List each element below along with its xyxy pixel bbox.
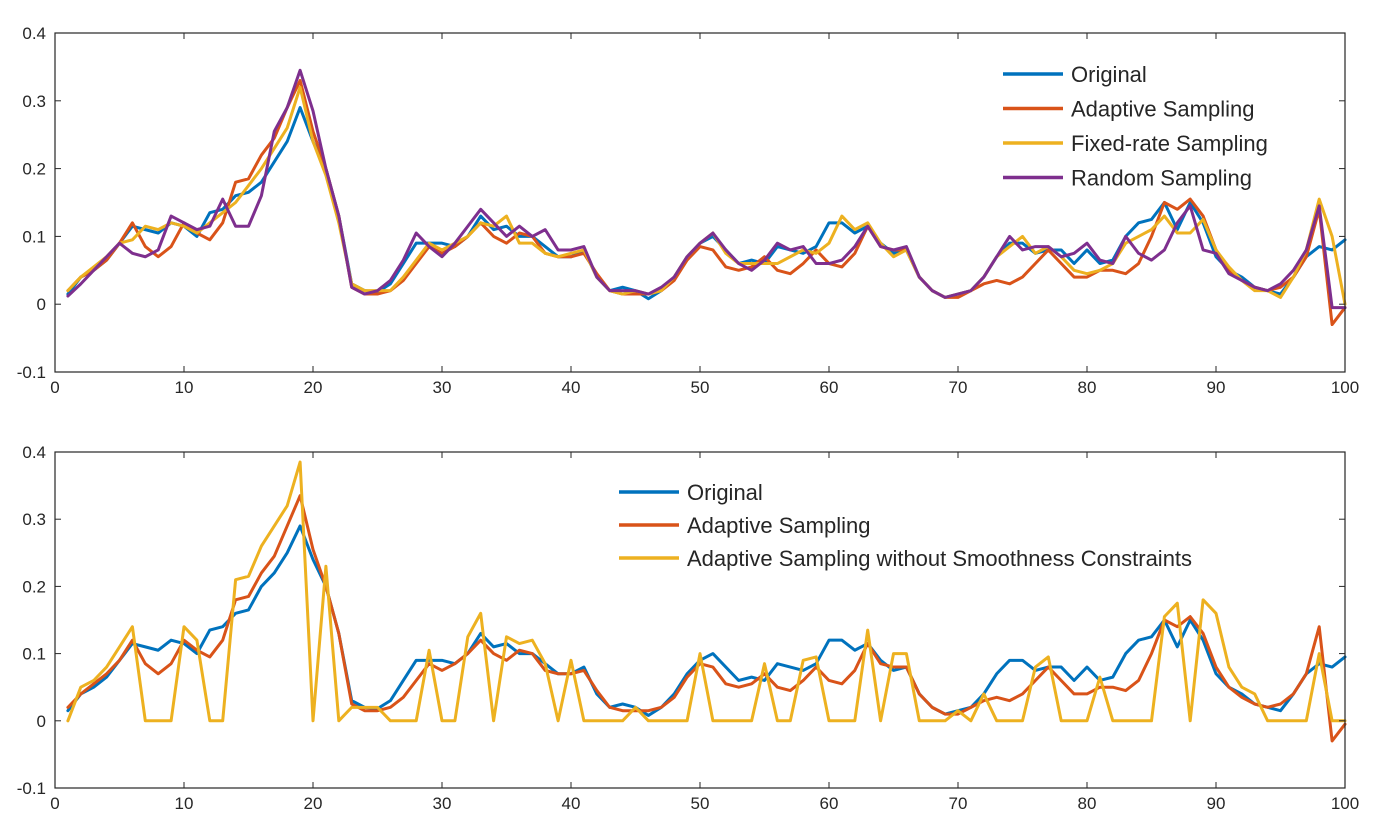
x-tick-label: 0 — [50, 378, 59, 397]
y-tick-label: -0.1 — [17, 363, 46, 382]
series-line-1-2 — [66, 78, 1347, 327]
legend-label: Original — [687, 480, 763, 505]
x-tick-label: 50 — [691, 378, 710, 397]
x-tick-label: 60 — [820, 794, 839, 813]
series-line-1-4 — [66, 68, 1347, 310]
legend-label: Adaptive Sampling — [1071, 97, 1254, 122]
x-tick-label: 50 — [691, 794, 710, 813]
x-tick-label: 70 — [949, 794, 968, 813]
x-tick-label: 70 — [949, 378, 968, 397]
legend-label: Fixed-rate Sampling — [1071, 131, 1268, 156]
x-tick-label: 30 — [433, 378, 452, 397]
x-tick-label: 90 — [1207, 794, 1226, 813]
legend: Original Adaptive Sampling Fixed-rate Samp… — [1003, 62, 1268, 191]
x-tick-label: 100 — [1331, 794, 1359, 813]
legend: Original Adaptive Sampling Adaptive Sampli… — [619, 480, 1192, 571]
legend-label: Random Sampling — [1071, 166, 1252, 191]
legend-label: Adaptive Sampling — [687, 513, 870, 538]
x-tick-label: 30 — [433, 794, 452, 813]
x-tick-label: 90 — [1207, 378, 1226, 397]
x-tick-label: 20 — [304, 378, 323, 397]
y-tick-label: 0.2 — [22, 160, 46, 179]
series-line-2-2 — [66, 494, 1347, 743]
y-tick-label: 0.1 — [22, 645, 46, 664]
axes-box — [54, 32, 1346, 373]
x-tick-label: 80 — [1078, 794, 1097, 813]
y-tick-label: 0.3 — [22, 510, 46, 529]
y-tick-label: 0 — [37, 712, 46, 731]
y-tick-label: 0.1 — [22, 227, 46, 246]
x-tick-label: 20 — [304, 794, 323, 813]
x-tick-label: 10 — [175, 378, 194, 397]
legend-label: Adaptive Sampling without Smoothness Con… — [687, 546, 1192, 571]
x-tick-label: 60 — [820, 378, 839, 397]
x-tick-label: 80 — [1078, 378, 1097, 397]
y-tick-label: 0 — [37, 295, 46, 314]
x-tick-label: 40 — [562, 794, 581, 813]
x-tick-label: 10 — [175, 794, 194, 813]
y-tick-label: 0.4 — [22, 443, 46, 462]
y-tick-label: 0.2 — [22, 577, 46, 596]
y-tick-label: 0.4 — [22, 24, 46, 43]
y-tick-label: -0.1 — [17, 779, 46, 798]
chart-panel-2: 0 10 20 30 40 50 60 70 80 90 100-0.100.10.20.30.4O… — [17, 443, 1359, 813]
x-tick-label: 0 — [50, 794, 59, 813]
series-line-2-1 — [66, 524, 1347, 717]
y-tick-label: 0.3 — [22, 92, 46, 111]
chart-panel-1: 0 10 20 30 40 50 60 70 80 90 100-0.100.10.20.30.4O… — [17, 24, 1359, 397]
series-line-2-3 — [66, 460, 1347, 723]
legend-label: Original — [1071, 62, 1147, 87]
x-tick-label: 100 — [1331, 378, 1359, 397]
x-tick-label: 40 — [562, 378, 581, 397]
